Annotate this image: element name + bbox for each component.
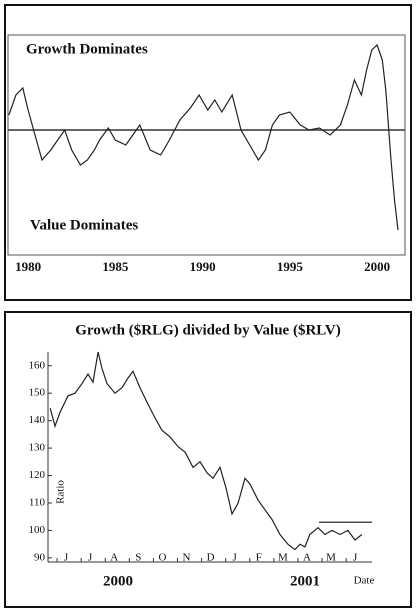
x-tick-label: 2000 bbox=[364, 259, 390, 274]
chart-title: Growth ($RLG) divided by Value ($RLV) bbox=[75, 322, 340, 338]
x-tick-label: J bbox=[64, 552, 69, 564]
year-label: 2001 bbox=[290, 573, 320, 589]
y-tick-label: 90 bbox=[34, 551, 46, 563]
x-tick-label: J bbox=[233, 552, 238, 564]
data-line bbox=[49, 351, 363, 551]
data-line bbox=[8, 43, 399, 231]
x-tick-label: J bbox=[88, 552, 93, 564]
year-label: 2000 bbox=[103, 573, 133, 589]
x-tick-label: 1990 bbox=[190, 259, 216, 274]
x-tick-label: S bbox=[135, 552, 141, 564]
x-tick-label: M bbox=[278, 552, 288, 564]
x-tick-label: M bbox=[326, 552, 336, 564]
x-axis-label: Date bbox=[354, 575, 375, 587]
plot-frame bbox=[7, 34, 406, 256]
x-tick-label: A bbox=[110, 552, 118, 564]
x-tick-label: 1985 bbox=[102, 259, 129, 274]
x-tick-label: F bbox=[256, 552, 262, 564]
panel-frame bbox=[4, 4, 412, 301]
annotation: Growth Dominates bbox=[26, 41, 148, 57]
x-tick-label: J bbox=[353, 552, 358, 564]
x-tick-label: A bbox=[303, 552, 311, 564]
x-tick-label: N bbox=[183, 552, 191, 564]
y-tick-label: 120 bbox=[29, 469, 46, 481]
panel-frame bbox=[4, 311, 412, 608]
y-tick-label: 150 bbox=[29, 387, 46, 399]
y-tick-label: 110 bbox=[29, 497, 46, 509]
y-tick-label: 140 bbox=[29, 414, 46, 426]
y-tick-label: 160 bbox=[29, 359, 46, 371]
x-tick-label: D bbox=[207, 552, 215, 564]
x-tick-label: O bbox=[158, 552, 166, 564]
y-axis-label: Ratio bbox=[55, 480, 67, 504]
annotation: Value Dominates bbox=[30, 217, 138, 233]
y-tick-label: 130 bbox=[29, 442, 46, 454]
x-tick-label: 1980 bbox=[15, 259, 41, 274]
y-tick-label: 100 bbox=[29, 524, 46, 536]
x-tick-label: 1995 bbox=[277, 259, 304, 274]
